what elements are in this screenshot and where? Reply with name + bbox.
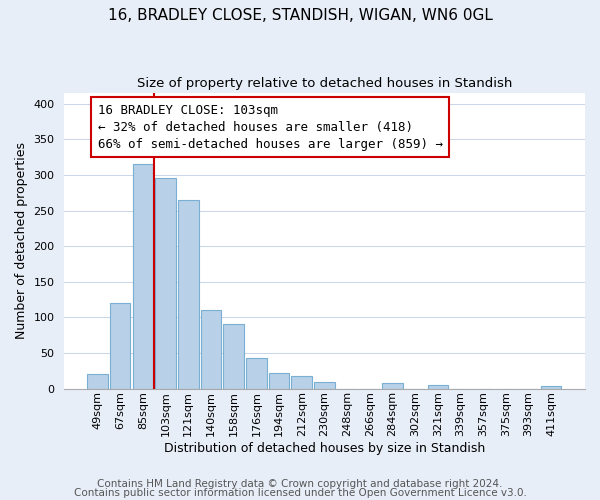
Bar [428,385,448,388]
Bar [314,382,335,388]
Text: 16 BRADLEY CLOSE: 103sqm
← 32% of detached houses are smaller (418)
66% of semi-: 16 BRADLEY CLOSE: 103sqm ← 32% of detach… [98,104,443,150]
Bar [110,303,130,388]
Text: Contains HM Land Registry data © Crown copyright and database right 2024.: Contains HM Land Registry data © Crown c… [97,479,503,489]
Bar [155,178,176,388]
X-axis label: Distribution of detached houses by size in Standish: Distribution of detached houses by size … [164,442,485,455]
Bar [541,386,562,388]
Text: 16, BRADLEY CLOSE, STANDISH, WIGAN, WN6 0GL: 16, BRADLEY CLOSE, STANDISH, WIGAN, WN6 … [107,8,493,22]
Bar [178,200,199,388]
Bar [133,164,153,388]
Text: Contains public sector information licensed under the Open Government Licence v3: Contains public sector information licen… [74,488,526,498]
Bar [201,310,221,388]
Bar [88,374,108,388]
Bar [292,376,312,388]
Bar [382,383,403,388]
Y-axis label: Number of detached properties: Number of detached properties [15,142,28,340]
Bar [223,324,244,388]
Bar [269,373,289,388]
Title: Size of property relative to detached houses in Standish: Size of property relative to detached ho… [137,78,512,90]
Bar [246,358,266,388]
